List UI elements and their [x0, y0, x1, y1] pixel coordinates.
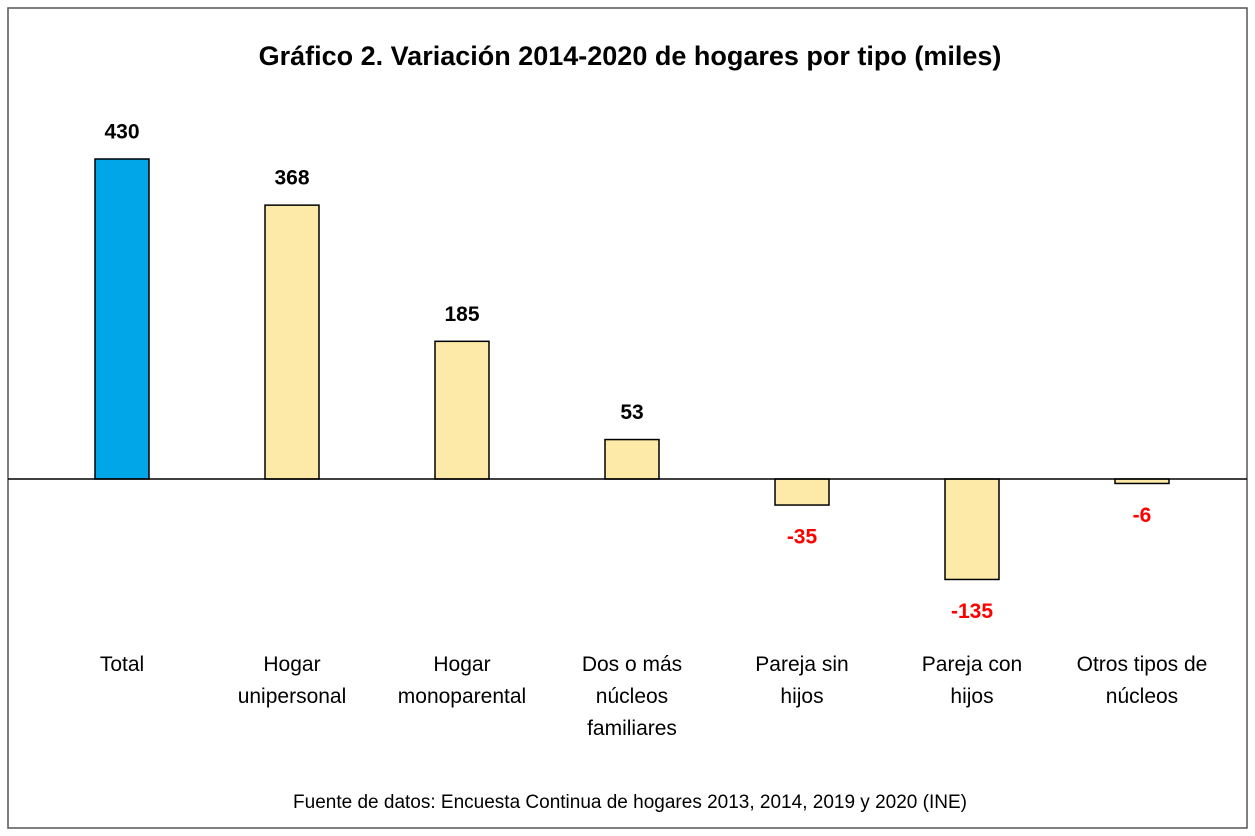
x-tick-label: Pareja con hijos — [922, 653, 1022, 708]
x-tick-label: Hogar unipersonal — [238, 653, 347, 708]
value-label: 368 — [274, 167, 309, 190]
x-tick-label: Pareja sin hijos — [755, 653, 848, 708]
value-label: -35 — [787, 526, 818, 549]
chart-title: Gráfico 2. Variación 2014-2020 de hogare… — [259, 41, 1002, 71]
value-label: 53 — [620, 401, 643, 424]
x-tick-label: Total — [100, 653, 144, 676]
x-tick-label: Hogar monoparental — [398, 653, 526, 708]
bar — [434, 340, 490, 480]
value-label: -135 — [951, 600, 993, 623]
bar — [94, 158, 150, 480]
bar — [944, 478, 1000, 581]
bar — [264, 204, 320, 480]
x-tick-label: Dos o más núcleos familiares — [582, 653, 682, 740]
value-label: 185 — [444, 303, 479, 326]
value-label: 430 — [104, 121, 139, 144]
bar — [774, 478, 830, 506]
value-label: -6 — [1133, 504, 1152, 527]
bar — [604, 438, 660, 480]
source-note: Fuente de datos: Encuesta Continua de ho… — [293, 792, 967, 813]
x-tick-label: Otros tipos de núcleos — [1077, 653, 1208, 708]
chart-frame — [7, 7, 1248, 829]
